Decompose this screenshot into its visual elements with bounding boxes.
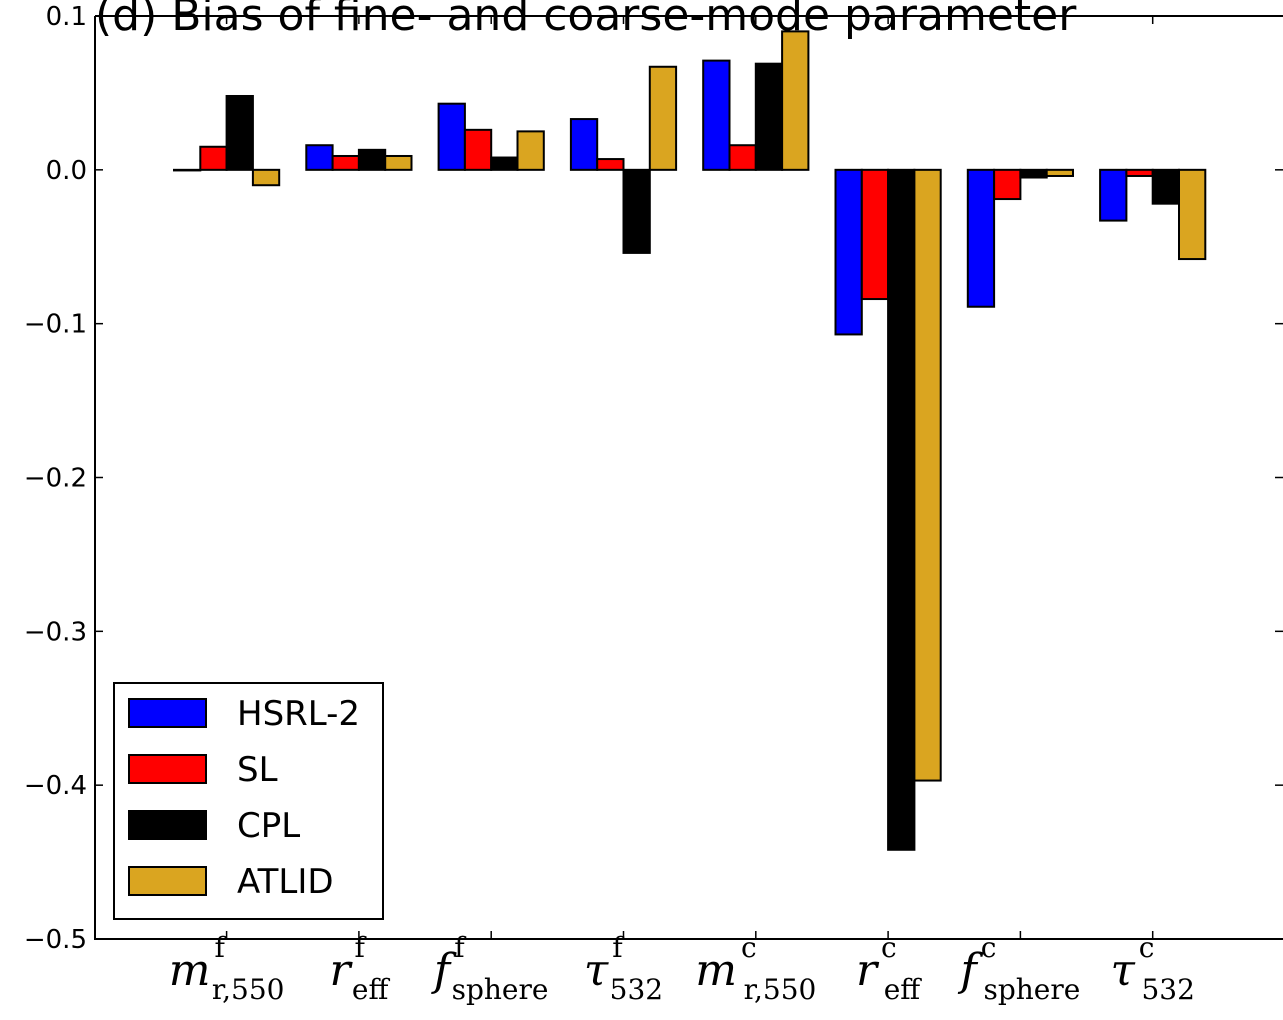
bar-hsrl-2-2 [305, 144, 334, 171]
x-tick-label: r c eff [856, 931, 922, 1006]
bar-cpl-1 [225, 94, 254, 171]
legend: HSRL-2 SL CPL ATLID [113, 682, 384, 920]
x-tick-label: f c sphere [957, 931, 1080, 1006]
y-tick-label: −0.3 [24, 617, 87, 647]
x-tick-label: m f r,550 [169, 931, 285, 1006]
labels-layer: 0.1 0.0 −0.1 −0.2 −0.3 −0.4 −0.5 m f r,550 r f eff f f… [24, 2, 1195, 1006]
axes-layer [94, 15, 1283, 940]
bar-cpl-8 [1151, 168, 1180, 205]
bar-hsrl-2-5 [702, 59, 731, 171]
x-tick-label: τ c 532 [1110, 931, 1194, 1006]
bars-layer [173, 30, 1207, 851]
legend-swatch-sl [128, 754, 207, 784]
bar-sl-8 [1125, 168, 1154, 177]
bar-cpl-6 [887, 168, 916, 851]
bar-atlid-1 [251, 168, 281, 187]
x-tick-label: m c r,550 [695, 931, 816, 1006]
legend-label-sl: SL [237, 750, 278, 790]
bar-atlid-7 [1045, 168, 1074, 177]
bar-sl-4 [596, 158, 625, 171]
legend-swatch-atlid [128, 866, 207, 896]
y-tick-label: 0.1 [46, 2, 87, 32]
y-tick-label: −0.5 [24, 925, 87, 955]
y-tick-label: −0.4 [24, 771, 87, 801]
bar-cpl-5 [754, 62, 784, 171]
bar-hsrl-2-1 [173, 168, 202, 172]
legend-swatch-hsrl-2 [128, 698, 207, 728]
bar-atlid-8 [1178, 168, 1207, 261]
bar-atlid-2 [384, 154, 413, 171]
bar-sl-6 [860, 168, 890, 301]
bar-atlid-3 [516, 130, 545, 171]
bar-cpl-2 [357, 148, 387, 171]
x-tick-label: f f sphere [431, 931, 549, 1006]
x-tick-label: r f eff [329, 931, 390, 1006]
bar-atlid-5 [781, 30, 810, 171]
bar-sl-1 [199, 145, 228, 171]
legend-swatch-cpl [128, 810, 207, 840]
x-tick-label: τ f 532 [584, 931, 663, 1006]
bar-sl-2 [331, 154, 360, 171]
bar-sl-3 [463, 128, 493, 171]
bar-hsrl-2-7 [966, 168, 996, 308]
chart-title: (d) Bias of fine- and coarse-mode parame… [95, 0, 1077, 41]
y-tick-label: −0.1 [24, 310, 87, 340]
bar-cpl-4 [622, 168, 651, 254]
bar-cpl-3 [490, 156, 519, 171]
bar-atlid-6 [913, 168, 942, 782]
bar-hsrl-2-6 [834, 168, 863, 336]
bar-sl-5 [728, 144, 757, 171]
bar-hsrl-2-3 [437, 102, 466, 171]
legend-label-hsrl-2: HSRL-2 [237, 694, 360, 734]
bar-hsrl-2-8 [1099, 168, 1128, 222]
bar-cpl-7 [1019, 168, 1048, 179]
bar-atlid-4 [648, 65, 678, 171]
bar-sl-7 [993, 168, 1022, 201]
legend-label-cpl: CPL [237, 806, 300, 846]
legend-label-atlid: ATLID [237, 862, 334, 902]
y-tick-label: −0.2 [24, 464, 87, 494]
y-tick-label: 0.0 [46, 156, 87, 186]
bar-hsrl-2-4 [569, 118, 599, 171]
